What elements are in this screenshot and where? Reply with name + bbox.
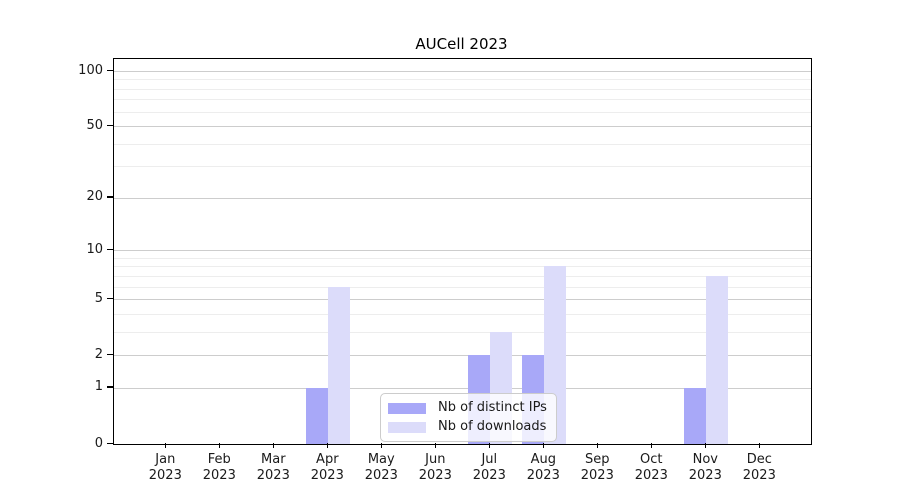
x-tick-apr [326, 443, 328, 448]
chart-title: AUCell 2023 [415, 35, 508, 53]
minor-gridline-4 [114, 313, 811, 315]
major-gridline-2 [114, 355, 811, 357]
x-tick-jun [434, 443, 436, 448]
legend-item-distinct-ips: Nb of distinct IPs [388, 400, 547, 416]
plot-area: Nb of distinct IPs Nb of downloads [113, 58, 812, 445]
x-tick-label-may: May 2023 [364, 452, 398, 483]
x-tick-mar [272, 443, 274, 448]
legend-swatch-downloads [388, 421, 426, 433]
x-tick-label-sep: Sep 2023 [580, 452, 614, 483]
x-tick-jan [164, 443, 166, 448]
minor-gridline-8 [114, 266, 811, 268]
bar-nov-distinct-ips [684, 387, 707, 444]
minor-gridline-7 [114, 275, 811, 277]
major-gridline-1 [114, 387, 811, 389]
x-tick-label-jan: Jan 2023 [148, 452, 182, 483]
x-tick-may [380, 443, 382, 448]
major-gridline-100 [114, 71, 811, 72]
minor-gridline-6 [114, 286, 811, 288]
x-tick-oct [650, 443, 652, 448]
y-tick-10 [107, 248, 113, 250]
x-tick-label-nov: Nov 2023 [688, 452, 722, 483]
legend-label-distinct-ips: Nb of distinct IPs [438, 400, 547, 415]
y-tick-5 [107, 297, 113, 299]
minor-gridline-90 [114, 79, 811, 81]
x-tick-dec [758, 443, 760, 448]
x-tick-label-jun: Jun 2023 [418, 452, 452, 483]
x-tick-label-apr: Apr 2023 [310, 452, 344, 483]
y-tick-label-2: 2 [94, 346, 103, 362]
x-tick-feb [218, 443, 220, 448]
minor-gridline-30 [114, 166, 811, 168]
x-tick-nov [704, 443, 706, 448]
x-tick-label-aug: Aug 2023 [526, 452, 560, 483]
legend-label-downloads: Nb of downloads [438, 419, 547, 434]
x-tick-aug [542, 443, 544, 448]
major-gridline-5 [114, 299, 811, 301]
minor-gridline-9 [114, 257, 811, 259]
major-gridline-10 [114, 250, 811, 252]
x-tick-label-jul: Jul 2023 [472, 452, 506, 483]
y-tick-label-10: 10 [86, 241, 103, 257]
legend-item-downloads: Nb of downloads [388, 419, 547, 435]
y-tick-100 [107, 69, 113, 71]
minor-gridline-70 [114, 99, 811, 101]
y-tick-label-5: 5 [94, 290, 103, 306]
y-tick-label-20: 20 [86, 189, 103, 205]
minor-gridline-60 [114, 111, 811, 113]
x-tick-label-dec: Dec 2023 [742, 452, 776, 483]
minor-gridline-80 [114, 88, 811, 90]
y-tick-1 [107, 386, 113, 388]
minor-gridline-3 [114, 331, 811, 333]
x-tick-label-feb: Feb 2023 [202, 452, 236, 483]
minor-gridline-40 [114, 143, 811, 145]
x-tick-label-mar: Mar 2023 [256, 452, 290, 483]
x-tick-sep [596, 443, 598, 448]
bar-apr-downloads [328, 286, 351, 444]
y-tick-label-50: 50 [86, 117, 103, 133]
bar-apr-distinct-ips [306, 387, 329, 444]
y-tick-2 [107, 353, 113, 355]
legend-swatch-distinct-ips [388, 402, 426, 414]
y-tick-label-1: 1 [94, 379, 103, 395]
y-tick-label-100: 100 [78, 62, 103, 78]
y-tick-50 [107, 124, 113, 126]
y-tick-label-0: 0 [94, 435, 103, 451]
legend: Nb of distinct IPs Nb of downloads [380, 393, 557, 442]
major-gridline-50 [114, 126, 811, 128]
x-tick-jul [488, 443, 490, 448]
x-tick-label-oct: Oct 2023 [634, 452, 668, 483]
y-tick-20 [107, 196, 113, 198]
bar-nov-downloads [706, 275, 729, 444]
y-tick-0 [107, 442, 113, 444]
major-gridline-20 [114, 197, 811, 199]
